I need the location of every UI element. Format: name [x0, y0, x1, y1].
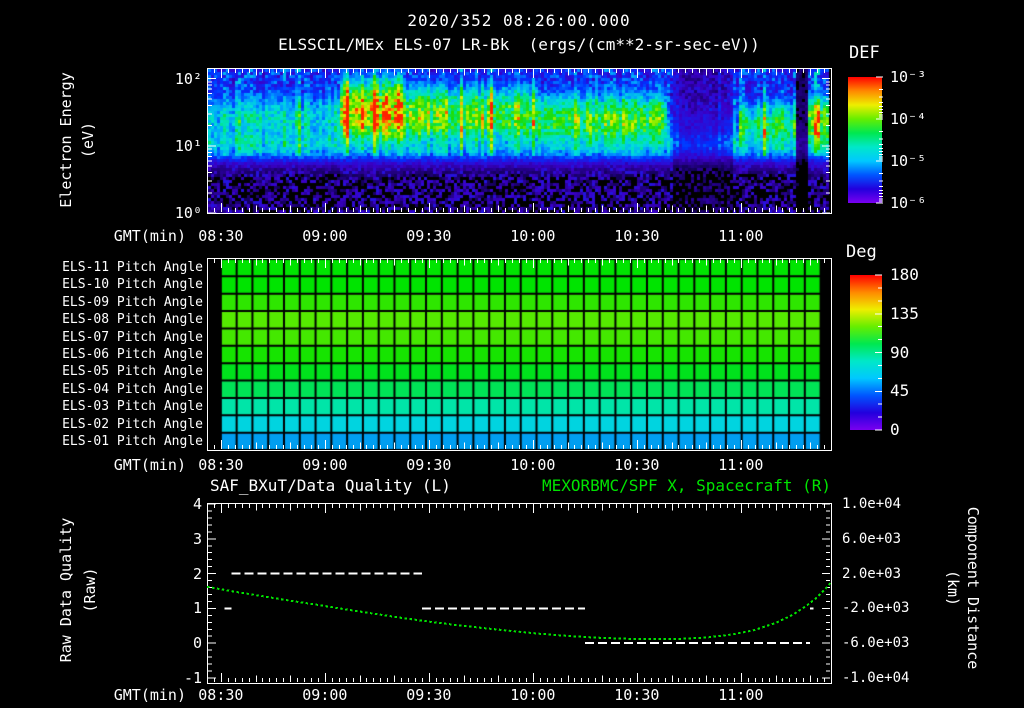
deg-colorbar-tick-label: 0: [890, 420, 900, 439]
time-tick-label: 11:00: [718, 227, 764, 245]
quality-tick-label: 1: [192, 599, 202, 618]
deg-colorbar-tick-label: 135: [890, 303, 919, 323]
quality-series-title: SAF_BXuT/Data Quality (L): [210, 476, 451, 495]
gmt-axis-label-middle: GMT(min): [113, 456, 186, 474]
pitch-row-label: ELS-04 Pitch Angle: [62, 381, 203, 397]
pitch-angle-heatmap: [208, 259, 831, 450]
component-distance-axis-label: Component Distance: [964, 506, 982, 670]
def-colorbar: [848, 77, 882, 203]
pitch-row-label: ELS-03 Pitch Angle: [62, 399, 203, 415]
pitch-row-label: ELS-08 Pitch Angle: [62, 312, 203, 328]
time-tick-label: 09:30: [406, 456, 452, 474]
time-tick-label: 10:00: [510, 227, 556, 245]
deg-colorbar-title: Deg: [846, 242, 877, 262]
time-tick-label: 10:00: [510, 456, 556, 474]
time-tick-label: 08:30: [198, 456, 244, 474]
pitch-row-label: ELS-11 Pitch Angle: [62, 259, 203, 275]
raw-data-quality-axis-label: Raw Data Quality: [57, 517, 75, 663]
electron-energy-unit-label: (eV): [79, 121, 97, 159]
deg-colorbar: [850, 275, 882, 430]
quality-tick-label: 3: [192, 529, 202, 548]
raw-data-quality-unit-label: (Raw): [81, 567, 99, 613]
quality-tick-label: 0: [192, 634, 202, 653]
pitch-row-label: ELS-10 Pitch Angle: [62, 277, 203, 293]
time-tick-label: 11:00: [718, 456, 764, 474]
distance-tick-label: 2.0e+03: [842, 565, 902, 582]
def-colorbar-title: DEF: [849, 43, 880, 63]
quality-tick-label: -1: [183, 669, 202, 687]
pitch-row-label: ELS-01 Pitch Angle: [62, 434, 203, 450]
energy-tick-label: 10²: [174, 69, 202, 88]
electron-energy-spectrogram-heatmap: [208, 69, 831, 213]
pitch-row-label: ELS-09 Pitch Angle: [62, 294, 203, 310]
pitch-row-label: ELS-02 Pitch Angle: [62, 416, 203, 432]
time-tick-label: 11:00: [718, 686, 764, 704]
distance-tick-label: -1.0e+04: [842, 670, 910, 686]
distance-series-title: MEXORBMC/SPF X, Spacecraft (R): [542, 476, 831, 495]
quality-tick-label: 2: [192, 564, 202, 583]
gmt-axis-label-bottom: GMT(min): [113, 686, 186, 704]
distance-tick-label: 6.0e+03: [842, 530, 902, 547]
time-tick-label: 08:30: [198, 686, 244, 704]
time-tick-label: 09:00: [302, 456, 348, 474]
page-title: 2020/352 08:26:00.000: [407, 11, 631, 30]
time-tick-label: 09:30: [406, 686, 452, 704]
time-tick-label: 09:00: [302, 227, 348, 245]
time-tick-label: 09:30: [406, 227, 452, 245]
def-colorbar-tick-label: 10⁻⁶: [890, 194, 927, 212]
deg-colorbar-tick-label: 45: [890, 381, 910, 401]
def-colorbar-tick-label: 10⁻⁴: [890, 110, 927, 128]
distance-tick-label: -2.0e+03: [842, 600, 910, 617]
def-colorbar-tick-label: 10⁻⁵: [890, 152, 927, 170]
page-subtitle: ELSSCIL/MEx ELS-07 LR-Bk (ergs/(cm**2-sr…: [278, 35, 760, 54]
deg-colorbar-tick-label: 90: [890, 342, 910, 362]
quality-tick-label: 4: [192, 495, 202, 513]
energy-tick-label: 10⁰: [174, 204, 202, 222]
time-tick-label: 09:00: [302, 686, 348, 704]
distance-tick-label: -6.0e+03: [842, 635, 910, 652]
time-tick-label: 10:00: [510, 686, 556, 704]
deg-colorbar-tick-label: 180: [890, 265, 919, 284]
energy-tick-label: 10¹: [174, 136, 202, 155]
time-tick-label: 08:30: [198, 227, 244, 245]
component-distance-unit-label: (km): [944, 569, 962, 607]
time-tick-label: 10:30: [614, 456, 660, 474]
electron-energy-axis-label: Electron Energy: [57, 72, 75, 208]
pitch-row-label: ELS-05 Pitch Angle: [62, 364, 203, 380]
distance-tick-label: 1.0e+04: [842, 496, 902, 512]
pitch-row-label: ELS-07 Pitch Angle: [62, 329, 203, 345]
time-tick-label: 10:30: [614, 686, 660, 704]
gmt-axis-label-top: GMT(min): [113, 227, 186, 245]
def-colorbar-tick-label: 10⁻³: [890, 68, 927, 86]
pitch-row-label: ELS-06 Pitch Angle: [62, 347, 203, 362]
time-tick-label: 10:30: [614, 227, 660, 245]
